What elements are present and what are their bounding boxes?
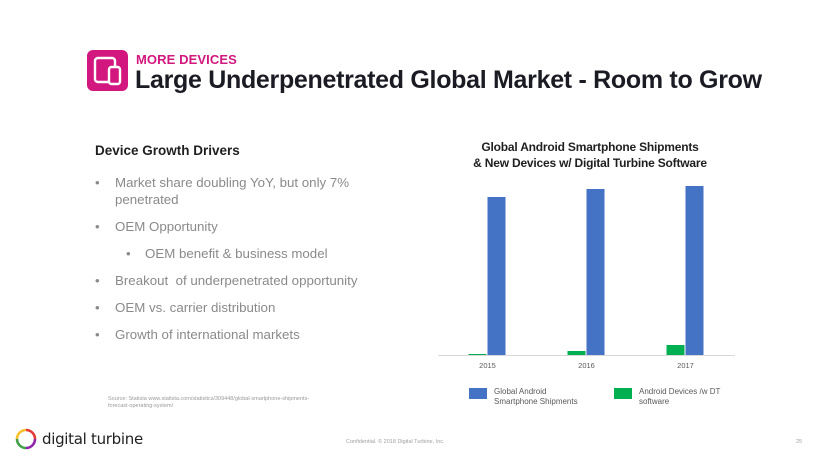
bullet-item-sub: • OEM benefit & business model xyxy=(95,245,385,262)
bullet-dot: • xyxy=(95,300,100,315)
legend-item-dt-devices: Android Devices /w DT software xyxy=(614,387,734,407)
bullet-dot: • xyxy=(95,175,100,190)
confidential-notice: Confidential. © 2018 Digital Turbine, In… xyxy=(346,439,445,445)
bullet-text: Breakout of underpenetrated opportunity xyxy=(115,273,358,288)
bullet-text: OEM Opportunity xyxy=(115,219,218,234)
bullet-dot: • xyxy=(95,219,100,234)
bullet-item: • OEM vs. carrier distribution xyxy=(95,299,385,316)
bullet-item: • Growth of international markets xyxy=(95,326,385,343)
legend-label-shipments: Global Android Smartphone Shipments xyxy=(494,387,578,406)
chart-title: Global Android Smartphone Shipments & Ne… xyxy=(440,139,740,171)
bullet-item: • OEM Opportunity xyxy=(95,218,385,235)
section-kicker: MORE DEVICES xyxy=(136,52,237,67)
legend-swatch-shipments xyxy=(469,388,487,399)
bullet-dot: • xyxy=(95,327,100,342)
page-number: 25 xyxy=(796,439,803,445)
devices-icon xyxy=(87,50,128,91)
x-tick-label: 2015 xyxy=(479,361,496,370)
bar-dt-devices-2016 xyxy=(567,351,586,355)
page-title: Large Underpenetrated Global Market - Ro… xyxy=(135,66,762,94)
x-tick-label: 2017 xyxy=(677,361,694,370)
bullet-text: Growth of international markets xyxy=(115,327,300,342)
chart-title-line-1: Global Android Smartphone Shipments xyxy=(481,140,699,154)
legend-swatch-dt-devices xyxy=(614,388,632,399)
turbine-logo-icon xyxy=(15,428,37,450)
legend-item-shipments: Global Android Smartphone Shipments xyxy=(469,387,594,407)
source-note: Source: Statista www.statista.com/statis… xyxy=(108,396,310,409)
bar-dt-devices-2015 xyxy=(468,354,487,355)
drivers-heading: Device Growth Drivers xyxy=(95,143,240,158)
bullet-dot: • xyxy=(95,273,100,288)
logo-text: digital turbine xyxy=(42,430,143,448)
bullet-text: OEM benefit & business model xyxy=(145,246,328,261)
bullet-item: • Breakout of underpenetrated opportunity xyxy=(95,272,385,289)
drivers-list: • Market share doubling YoY, but only 7% … xyxy=(95,174,385,353)
bullet-text: OEM vs. carrier distribution xyxy=(115,300,276,315)
company-logo: digital turbine xyxy=(15,428,143,450)
bullet-dot: • xyxy=(126,246,131,261)
bar-shipments-2016 xyxy=(586,189,605,355)
legend-label-dt-devices: Android Devices /w DT software xyxy=(639,387,721,406)
x-tick-label: 2016 xyxy=(578,361,595,370)
bar-shipments-2015 xyxy=(487,197,506,355)
bullet-text: Market share doubling YoY, but only 7% p… xyxy=(115,175,350,207)
chart-title-line-2: & New Devices w/ Digital Turbine Softwar… xyxy=(473,156,707,170)
bar-dt-devices-2017 xyxy=(666,345,685,355)
bullet-item: • Market share doubling YoY, but only 7% … xyxy=(95,174,385,208)
bar-shipments-2017 xyxy=(685,186,704,355)
